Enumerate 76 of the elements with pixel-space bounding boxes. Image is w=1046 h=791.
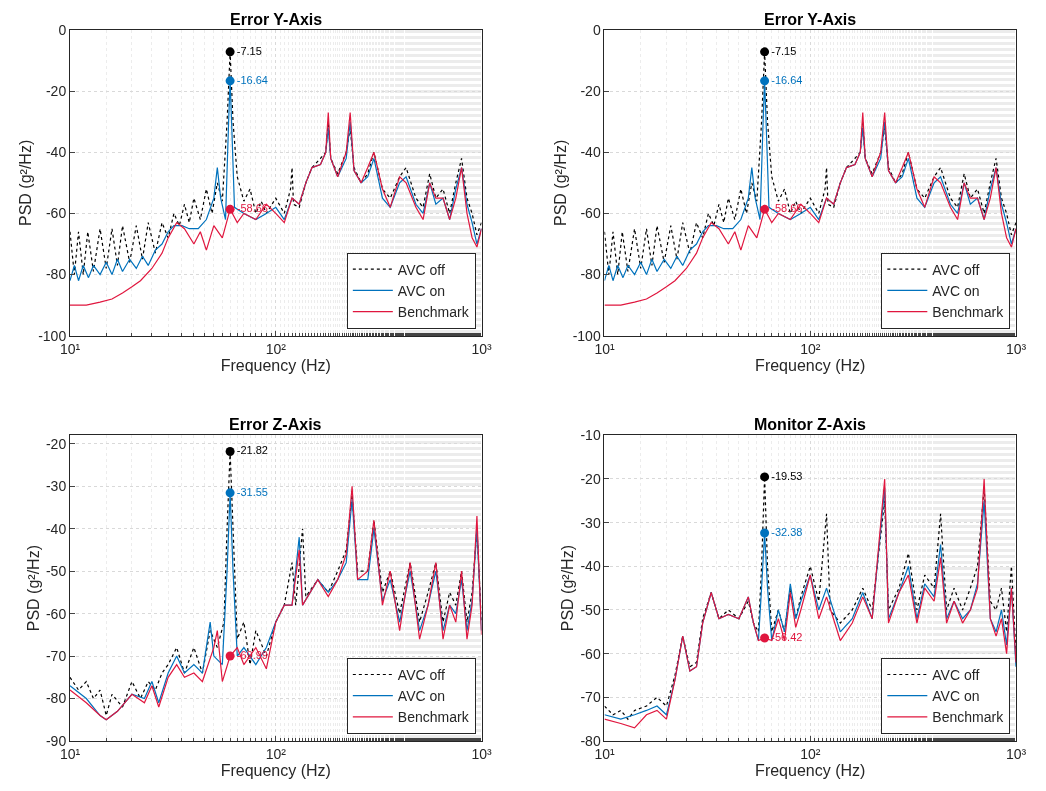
- y-tick-label: -20: [580, 83, 601, 100]
- y-tick-label: -60: [45, 605, 67, 622]
- point: [225, 204, 235, 214]
- x-tick-label: 10³: [471, 745, 492, 762]
- y-tick-label: -60: [45, 205, 67, 222]
- legend-label: Benchmark: [397, 709, 470, 726]
- chart-title: Error Z-Axis: [229, 416, 322, 433]
- point: [225, 76, 235, 86]
- x-tick-label: 10²: [265, 745, 287, 762]
- y-tick-label: -40: [580, 558, 601, 575]
- legend-label: AVC off: [932, 666, 980, 683]
- point: [225, 651, 235, 661]
- data-label: -32.38: [771, 525, 803, 538]
- point: [225, 488, 235, 498]
- y-axis-title: PSD (g²/Hz): [559, 545, 577, 632]
- legend-label: Benchmark: [397, 304, 470, 321]
- point: [225, 47, 235, 57]
- x-tick-label: 10²: [265, 340, 287, 357]
- chart-title: Error Y-Axis: [230, 11, 323, 28]
- y-tick-label: -60: [580, 205, 601, 222]
- y-tick-label: -40: [45, 520, 67, 537]
- chart-title: Error Y-Axis: [764, 11, 857, 28]
- x-axis-title: Frequency (Hz): [755, 357, 866, 375]
- y-tick-label: -70: [45, 647, 67, 664]
- legend-label: AVC on: [932, 282, 980, 299]
- y-tick-label: -60: [580, 645, 601, 662]
- legend-label: AVC on: [932, 688, 980, 705]
- x-tick-label: 10²: [800, 745, 821, 762]
- point: [760, 633, 770, 643]
- y-axis-title: PSD (g²/Hz): [551, 139, 569, 226]
- data-label: -16.64: [236, 73, 268, 86]
- x-axis-title: Frequency (Hz): [755, 762, 866, 780]
- y-tick-label: -80: [580, 266, 601, 283]
- legend-label: AVC off: [932, 261, 980, 278]
- legend-label: AVC off: [397, 261, 445, 278]
- data-label: -7.15: [236, 44, 262, 57]
- legend-label: Benchmark: [932, 304, 1005, 321]
- legend-label: Benchmark: [932, 709, 1005, 726]
- y-tick-label: -20: [580, 470, 601, 487]
- legend-label: AVC off: [397, 666, 445, 683]
- y-tick-label: 0: [58, 21, 67, 38]
- data-label: -31.55: [236, 485, 268, 498]
- point: [760, 472, 770, 482]
- y-tick-label: -10: [580, 427, 601, 444]
- point: [225, 446, 235, 456]
- point: [760, 528, 770, 538]
- data-label: -16.64: [771, 73, 803, 86]
- y-tick-label: -80: [45, 266, 67, 283]
- y-tick-label: -30: [580, 514, 601, 531]
- y-tick-label: -40: [45, 144, 67, 161]
- y-tick-label: -20: [45, 83, 67, 100]
- y-tick-label: -40: [580, 144, 601, 161]
- y-tick-label: -50: [45, 563, 67, 580]
- point: [760, 76, 770, 86]
- point: [760, 47, 770, 57]
- x-tick-label: 10³: [1005, 340, 1027, 357]
- data-label: -21.82: [236, 444, 268, 457]
- data-label: -19.53: [771, 469, 803, 482]
- y-tick-label: -30: [45, 478, 67, 495]
- chart-title: Monitor Z-Axis: [754, 416, 867, 433]
- y-tick-label: -20: [45, 435, 67, 452]
- point: [760, 204, 770, 214]
- y-axis-title: PSD (g²/Hz): [17, 139, 35, 226]
- legend-label: AVC on: [397, 688, 446, 705]
- y-tick-label: -70: [580, 689, 601, 706]
- legend-label: AVC on: [397, 282, 446, 299]
- x-tick-label: 10²: [800, 340, 821, 357]
- data-label: -7.15: [771, 44, 797, 57]
- x-axis-title: Frequency (Hz): [220, 762, 331, 780]
- x-axis-title: Frequency (Hz): [220, 357, 331, 375]
- x-tick-label: 10³: [1005, 745, 1027, 762]
- y-tick-label: -50: [580, 601, 601, 618]
- x-tick-label: 10³: [471, 340, 492, 357]
- y-tick-label: 0: [592, 21, 601, 38]
- y-tick-label: -80: [45, 690, 67, 707]
- y-axis-title: PSD (g²/Hz): [24, 545, 42, 632]
